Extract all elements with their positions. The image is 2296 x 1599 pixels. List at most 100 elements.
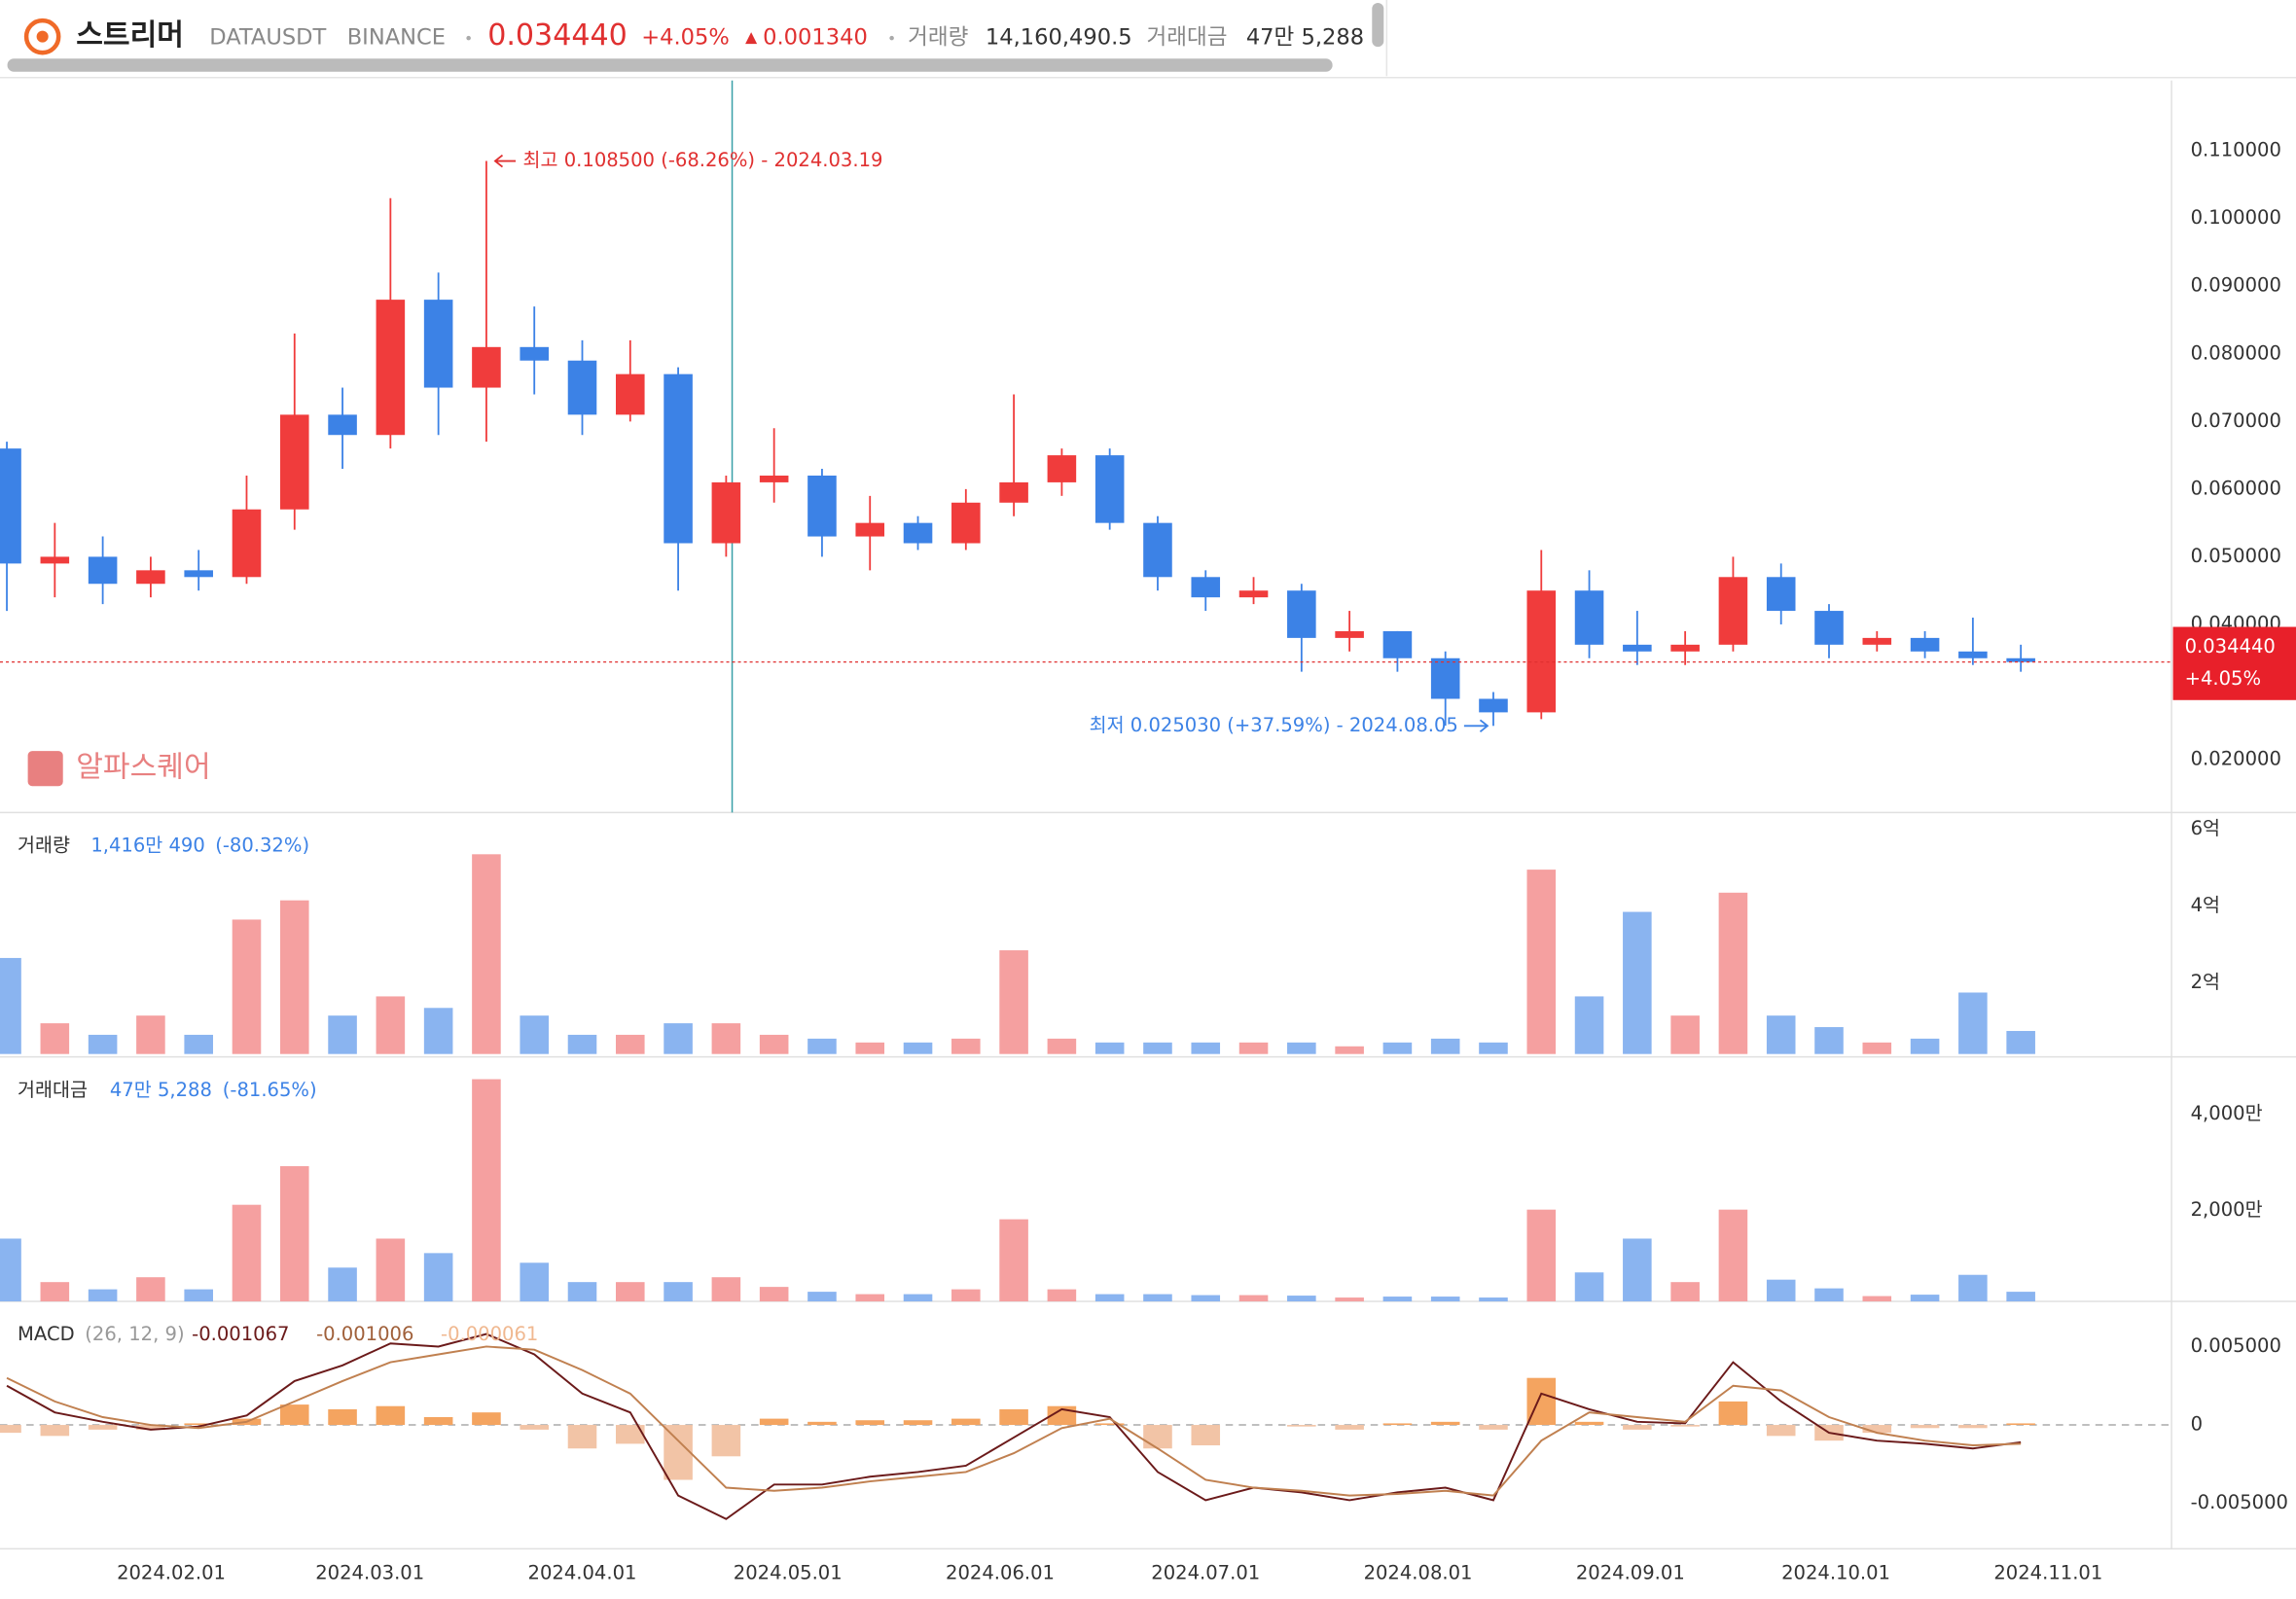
candle-body — [1574, 590, 1604, 645]
volume-bar — [1287, 1042, 1316, 1054]
y-tick-label: 0.070000 — [2191, 409, 2281, 432]
histogram-bar — [664, 1425, 693, 1480]
volume-bar — [1143, 1294, 1172, 1302]
volume-bar — [184, 1034, 213, 1054]
candle-body — [423, 300, 453, 388]
histogram-bar — [1287, 1425, 1316, 1427]
histogram-bar — [855, 1420, 885, 1426]
y-tick-label: 0.080000 — [2191, 341, 2281, 364]
histogram-bar — [999, 1408, 1028, 1426]
volume-bar — [1143, 1042, 1172, 1054]
volume-bar — [567, 1282, 597, 1302]
volume-bar — [1287, 1296, 1316, 1302]
volume-bar — [232, 1204, 262, 1302]
volume-bar — [1479, 1042, 1508, 1054]
candle-body — [376, 300, 406, 436]
exchange: BINANCE — [347, 25, 446, 51]
candle-body — [807, 475, 837, 537]
histogram-bar — [1670, 1425, 1700, 1427]
legend-value: 47만 5,288 — [110, 1079, 212, 1101]
legend-value: -0.001067 — [192, 1323, 289, 1345]
histogram-bar — [1191, 1425, 1221, 1446]
volume-bar — [2006, 1030, 2035, 1054]
volume-bar — [279, 1165, 309, 1302]
volume-bar — [88, 1289, 118, 1302]
volume-bar — [1623, 1238, 1652, 1302]
candle-body — [1814, 611, 1844, 645]
y-tick-label: 0.090000 — [2191, 274, 2281, 297]
candle-body — [232, 509, 262, 578]
volume-bar — [472, 854, 501, 1054]
volume-bar — [1094, 1294, 1125, 1302]
volume-bar — [807, 1038, 837, 1054]
volume-bar — [279, 900, 309, 1054]
volume-bar — [664, 1023, 693, 1054]
volume-bar — [951, 1289, 981, 1302]
histogram-bar — [1430, 1421, 1460, 1426]
volume-bar — [664, 1282, 693, 1302]
macd-line — [6, 1332, 2022, 1520]
histogram-bar — [1479, 1425, 1508, 1430]
x-tick-label: 2024.08.01 — [1364, 1561, 1473, 1583]
scrollbar[interactable] — [7, 58, 1333, 72]
volume-bar — [2006, 1292, 2035, 1302]
volume-bar — [423, 1008, 453, 1054]
annotation: 최고 0.108500 (-68.26%) - 2024.03.19 — [523, 149, 883, 171]
volume-bar — [1862, 1042, 1892, 1054]
volume-bar — [1718, 892, 1748, 1054]
candle-body — [136, 570, 165, 585]
volume-bar — [1766, 1279, 1796, 1302]
candle-body — [1526, 590, 1557, 713]
volume-bar — [376, 996, 406, 1054]
histogram-bar — [40, 1425, 70, 1437]
macd-params: (26, 12, 9) — [85, 1323, 184, 1345]
scrollbar-v[interactable] — [1372, 3, 1384, 48]
volume-bar — [1526, 870, 1557, 1054]
price-tag-price: 0.034440 — [2185, 635, 2276, 657]
volume-bar — [40, 1023, 70, 1054]
histogram-bar — [1335, 1425, 1364, 1430]
up-triangle — [745, 32, 758, 45]
y-tick-label: 0.110000 — [2191, 139, 2281, 161]
candle-body — [1623, 644, 1652, 652]
x-tick-label: 2024.10.01 — [1781, 1561, 1890, 1583]
histogram-bar — [616, 1425, 645, 1444]
legend-value: (-81.65%) — [223, 1079, 317, 1101]
volume-bar — [1479, 1297, 1508, 1302]
volume-bar — [1766, 1015, 1796, 1054]
volume-bar — [1814, 1288, 1844, 1302]
histogram-bar — [279, 1404, 309, 1426]
volume-bar — [423, 1253, 453, 1302]
volume-label: 거래량 — [908, 25, 968, 51]
histogram-bar — [1094, 1423, 1125, 1426]
legend-value: 1,416만 490 — [90, 834, 204, 856]
volume-bar — [1623, 911, 1652, 1054]
legend-value: -0.000061 — [441, 1323, 538, 1345]
volume-bar — [1238, 1042, 1269, 1054]
volume-bar — [1430, 1297, 1460, 1302]
value: 47만 5,288 — [1246, 25, 1364, 51]
watermark-icon — [27, 751, 63, 787]
volume-bar — [1574, 1272, 1604, 1302]
volume-bar — [855, 1042, 885, 1054]
y-tick-label: 2억 — [2191, 971, 2220, 993]
histogram-bar — [2006, 1423, 2035, 1426]
symbol: DATAUSDT — [209, 25, 326, 51]
price-tag — [2172, 626, 2296, 700]
candle-body — [1430, 657, 1460, 699]
pane-title: MACD — [18, 1323, 75, 1345]
histogram-bar — [1574, 1421, 1604, 1426]
histogram-bar — [711, 1425, 741, 1457]
volume-bar — [328, 1015, 357, 1054]
volume-bar — [999, 950, 1028, 1054]
histogram-bar — [1623, 1425, 1652, 1430]
volume-bar — [1958, 1274, 1988, 1302]
histogram-bar — [1382, 1423, 1413, 1426]
candle-body — [1958, 651, 1988, 658]
candle-body — [1094, 455, 1125, 523]
volume-bar — [88, 1034, 118, 1054]
volume-bar — [1382, 1042, 1413, 1054]
histogram-bar — [1143, 1425, 1172, 1449]
legend-value: (-80.32%) — [215, 834, 309, 856]
histogram-bar — [184, 1423, 213, 1426]
